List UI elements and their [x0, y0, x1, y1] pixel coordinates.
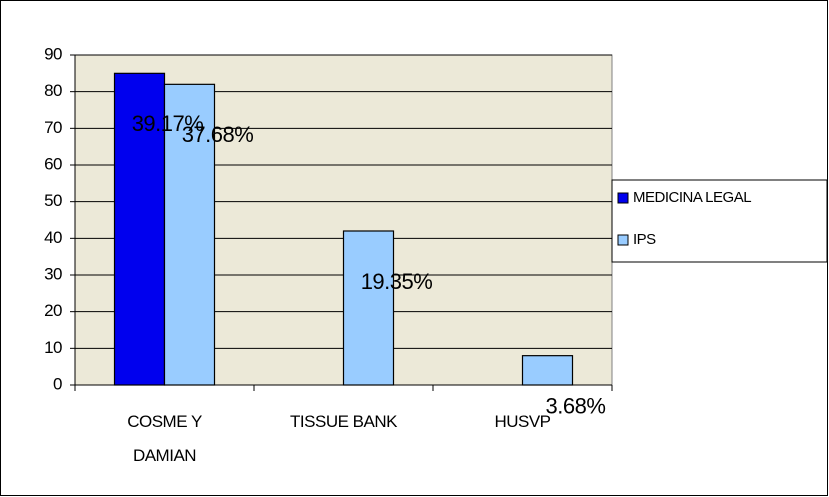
legend-label: IPS [633, 231, 656, 248]
x-tick-label: TISSUE BANK [290, 412, 397, 431]
y-tick-label: 60 [44, 154, 62, 173]
legend-swatch [617, 192, 629, 204]
data-label: 37.68% [182, 122, 254, 147]
y-tick-label: 80 [44, 81, 62, 100]
legend-box [611, 179, 828, 263]
y-tick-label: 90 [44, 44, 62, 63]
y-tick-label: 0 [53, 374, 62, 393]
x-tick-label: COSME Y DAMIAN [127, 412, 202, 465]
data-label: 39.17% [132, 111, 204, 136]
bar [521, 355, 574, 386]
legend-label: MEDICINA LEGAL [633, 189, 751, 206]
bar [163, 83, 216, 386]
y-tick-label: 70 [44, 118, 62, 137]
y-tick-label: 40 [44, 228, 62, 247]
bar [342, 230, 395, 386]
data-label: 3.68% [546, 393, 606, 418]
y-tick-label: 10 [44, 338, 62, 357]
data-label: 19.35% [361, 269, 433, 294]
x-tick-label: HUSVP [494, 412, 551, 431]
y-tick-label: 30 [44, 264, 62, 283]
y-tick-label: 50 [44, 191, 62, 210]
y-tick-label: 20 [44, 301, 62, 320]
legend-swatch [617, 234, 629, 246]
